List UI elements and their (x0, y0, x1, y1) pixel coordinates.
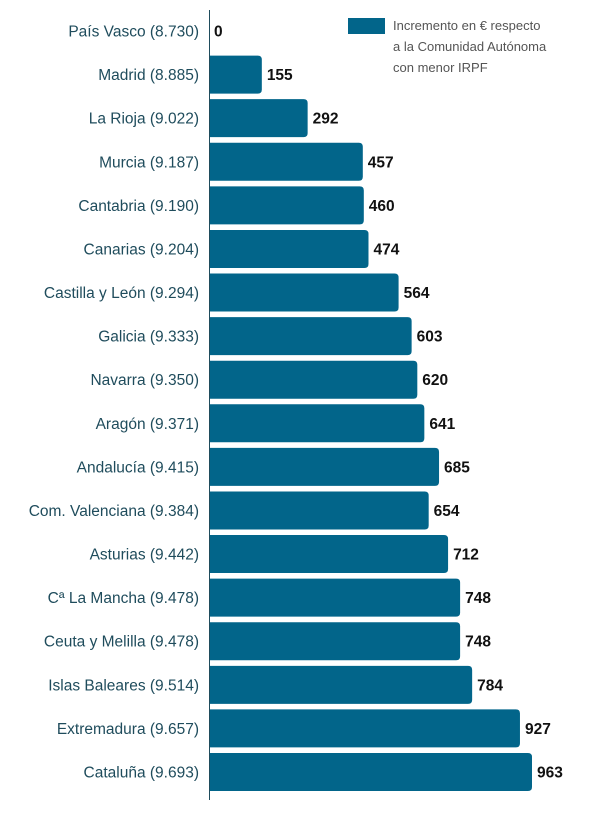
category-label: Extremadura (9.657) (57, 721, 199, 738)
value-label: 460 (369, 198, 395, 215)
bar (210, 578, 461, 617)
bar (210, 55, 262, 94)
legend: Incremento en € respecto a la Comunidad … (348, 18, 547, 75)
bar (210, 447, 440, 486)
category-label: La Rioja (9.022) (89, 111, 199, 128)
bar (210, 753, 532, 791)
value-label: 963 (537, 765, 563, 782)
value-label: 0 (214, 24, 223, 41)
bar (210, 186, 364, 225)
category-label: Andalucía (9.415) (77, 459, 199, 476)
bar (210, 229, 369, 268)
value-label: 654 (434, 503, 460, 520)
bar (210, 665, 473, 704)
bar (210, 317, 412, 356)
bar (210, 142, 363, 181)
value-label: 603 (417, 329, 443, 346)
bar (210, 709, 520, 748)
bar (210, 404, 425, 443)
category-label: Canarias (9.204) (84, 241, 199, 258)
value-label: 685 (444, 459, 470, 476)
value-label: 620 (422, 372, 448, 389)
bar (210, 99, 308, 138)
legend-swatch (348, 18, 385, 34)
category-label: Aragón (9.371) (96, 416, 199, 433)
bar (210, 273, 399, 312)
value-label: 748 (465, 590, 491, 607)
category-label: Cantabria (9.190) (78, 198, 199, 215)
bar (210, 360, 418, 399)
value-label: 748 (465, 634, 491, 651)
category-label: País Vasco (8.730) (68, 24, 199, 41)
bar (210, 491, 429, 530)
value-label: 641 (429, 416, 455, 433)
bar (210, 535, 449, 574)
value-label: 927 (525, 721, 551, 738)
category-label: Ceuta y Melilla (9.478) (44, 634, 199, 651)
category-label: Castilla y León (9.294) (44, 285, 199, 302)
category-label: Navarra (9.350) (90, 372, 199, 389)
value-label: 292 (313, 111, 339, 128)
legend-line: a la Comunidad Autónoma (393, 39, 547, 54)
category-label: Murcia (9.187) (99, 154, 199, 171)
category-label: Madrid (8.885) (98, 67, 199, 84)
legend-line: con menor IRPF (393, 60, 488, 75)
value-label: 784 (477, 677, 503, 694)
legend-line: Incremento en € respecto (393, 18, 540, 33)
category-label: Com. Valenciana (9.384) (29, 503, 199, 520)
value-label: 474 (373, 241, 399, 258)
category-label: Islas Baleares (9.514) (48, 677, 199, 694)
value-label: 457 (368, 154, 394, 171)
value-label: 712 (453, 547, 479, 564)
category-label: Cataluña (9.693) (84, 765, 199, 782)
value-label: 564 (404, 285, 430, 302)
category-label: Cª La Mancha (9.478) (48, 590, 199, 607)
value-label: 155 (267, 67, 293, 84)
category-label: Asturias (9.442) (90, 547, 199, 564)
bar (210, 622, 461, 661)
category-label: Galicia (9.333) (98, 329, 199, 346)
